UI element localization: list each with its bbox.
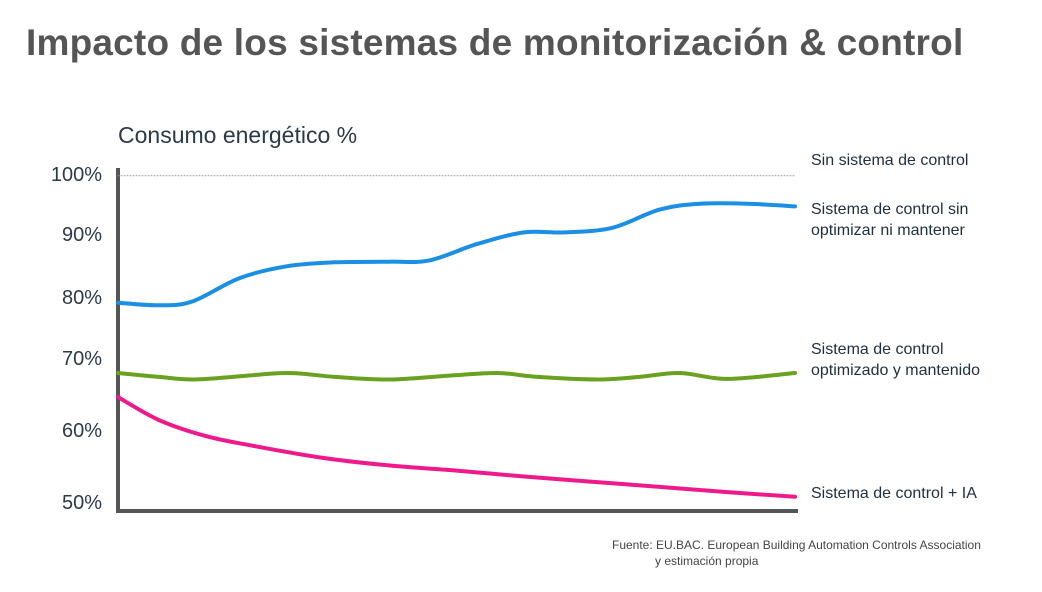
series-label-line: Sistema de control (811, 341, 944, 358)
series-line-1 (116, 201, 797, 308)
series-label-optimizado: Sistema de control optimizado y mantenid… (811, 339, 980, 381)
y-axis-label: Consumo energético % (118, 122, 358, 148)
series-line-3 (116, 395, 797, 499)
series-label-line: Sistema de control + IA (811, 485, 977, 502)
series-label-ia: Sistema de control + IA (811, 483, 977, 504)
series-label-sin-optimizar: Sistema de control sin optimizar ni mant… (811, 199, 968, 241)
series-label-line: optimizar ni mantener (811, 222, 965, 239)
series-label-sin-sistema: Sin sistema de control (811, 150, 968, 171)
y-tick-label: 50% (61, 492, 102, 514)
series-label-line: optimizado y mantenido (811, 362, 980, 379)
series-layer (116, 175, 797, 499)
y-tick-label: 60% (61, 420, 102, 442)
series-line-2 (116, 370, 797, 382)
y-tick-label: 90% (61, 224, 102, 246)
y-tick-label: 80% (61, 287, 102, 309)
y-tick-label: 100% (50, 164, 102, 186)
y-tick-label: 70% (61, 348, 102, 370)
page-title: Impacto de los sistemas de monitorizació… (26, 22, 964, 63)
series-label-line: Sin sistema de control (811, 152, 969, 169)
source-line: y estimación propia (655, 554, 759, 568)
source-line: Fuente: EU.BAC. European Building Automa… (612, 538, 981, 552)
source-note: Fuente: EU.BAC. European Building Automa… (612, 537, 981, 569)
series-label-line: Sistema de control sin (811, 201, 969, 218)
